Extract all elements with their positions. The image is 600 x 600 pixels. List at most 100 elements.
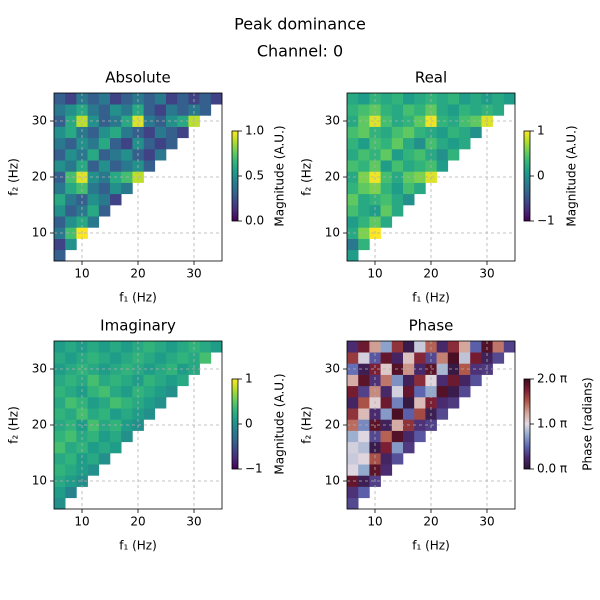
heatmap-cell bbox=[403, 149, 415, 161]
heatmap-cell bbox=[380, 374, 393, 387]
heatmap-cell bbox=[76, 93, 88, 105]
heatmap-cell bbox=[347, 193, 359, 206]
heatmap-cell bbox=[76, 453, 88, 465]
heatmap-cell bbox=[87, 205, 100, 217]
heatmap-cell bbox=[154, 374, 167, 387]
heatmap-cell bbox=[54, 374, 66, 387]
heatmap-cell bbox=[403, 408, 415, 420]
heatmap-cell bbox=[87, 397, 100, 409]
heatmap-cell bbox=[87, 408, 100, 420]
heatmap-cell bbox=[403, 385, 415, 398]
heatmap-cell bbox=[54, 160, 66, 172]
plot-frame bbox=[346, 92, 516, 262]
y-tick-label: 20 bbox=[32, 170, 47, 184]
heatmap-cell bbox=[154, 397, 167, 409]
heatmap-cell bbox=[87, 115, 100, 127]
heatmap-cell bbox=[459, 363, 471, 375]
heatmap-cell bbox=[87, 352, 100, 364]
heatmap-cell bbox=[358, 216, 370, 228]
colorbar-tick-label: 0 bbox=[537, 169, 545, 183]
heatmap-cell bbox=[425, 126, 437, 139]
heatmap-cell bbox=[347, 137, 359, 150]
heatmap-cell bbox=[65, 352, 77, 364]
heatmap-cell bbox=[54, 149, 66, 161]
heatmap-cell bbox=[358, 352, 370, 364]
heatmap-cell bbox=[403, 93, 415, 105]
heatmap-cell bbox=[403, 182, 415, 195]
heatmap-cell bbox=[143, 363, 156, 375]
colorbar-tick-label: 0.0 bbox=[245, 214, 264, 228]
heatmap-cell bbox=[492, 104, 505, 116]
heatmap-cell bbox=[166, 385, 178, 398]
heatmap-cell bbox=[87, 149, 100, 161]
heatmap-cell bbox=[154, 363, 167, 375]
heatmap-cell bbox=[121, 408, 133, 420]
heatmap-cell bbox=[110, 93, 122, 105]
heatmap-cell bbox=[54, 497, 66, 510]
heatmap-cell bbox=[447, 385, 460, 398]
heatmap-cell bbox=[425, 352, 437, 364]
heatmap-cell bbox=[177, 352, 189, 364]
heatmap-cell bbox=[470, 104, 482, 116]
y-axis-label: f₂ (Hz) bbox=[300, 406, 314, 444]
heatmap-cell bbox=[414, 374, 426, 387]
heatmap-cell bbox=[110, 126, 122, 139]
colorbar-label: Phase (radians) bbox=[581, 377, 595, 470]
heatmap-cell bbox=[143, 397, 156, 409]
heatmap-cell bbox=[414, 341, 426, 353]
heatmap-cell bbox=[76, 205, 88, 217]
heatmap-cell bbox=[76, 374, 88, 387]
heatmap-cell bbox=[98, 352, 111, 364]
heatmap-cell bbox=[470, 352, 482, 364]
heatmap-cell bbox=[380, 419, 393, 431]
heatmap-cell bbox=[447, 374, 460, 387]
heatmap-cell bbox=[98, 93, 111, 105]
heatmap-cell bbox=[54, 341, 66, 353]
heatmap-cell bbox=[132, 126, 144, 139]
heatmap-cell bbox=[65, 171, 77, 183]
heatmap-cell bbox=[358, 137, 370, 150]
heatmap-cell bbox=[414, 408, 426, 420]
heatmap-cell bbox=[54, 430, 66, 443]
heatmap-cell bbox=[459, 341, 471, 353]
heatmap-cell bbox=[425, 93, 437, 105]
heatmap-cell bbox=[65, 408, 77, 420]
colorbar-label: Magnitude (A.U.) bbox=[273, 373, 287, 474]
heatmap-cell bbox=[436, 126, 449, 139]
heatmap-cell bbox=[369, 441, 381, 454]
heatmap-cell bbox=[369, 430, 381, 443]
heatmap-cell bbox=[358, 341, 370, 353]
heatmap-cell bbox=[380, 385, 393, 398]
heatmap-cell bbox=[358, 408, 370, 420]
heatmap-cell bbox=[358, 397, 370, 409]
heatmap-cell bbox=[65, 216, 77, 228]
heatmap-cell bbox=[369, 115, 381, 127]
heatmap-cell bbox=[380, 341, 393, 353]
heatmap-cell bbox=[65, 475, 77, 487]
colorbar-tick-label: −1 bbox=[245, 462, 263, 476]
heatmap-cell bbox=[65, 93, 77, 105]
heatmap-cell bbox=[459, 137, 471, 150]
heatmap-cell bbox=[98, 160, 111, 172]
heatmap-cell bbox=[188, 341, 200, 353]
heatmap-cell bbox=[166, 352, 178, 364]
heatmap-cell bbox=[65, 464, 77, 476]
heatmap-cell bbox=[414, 160, 426, 172]
heatmap-cell bbox=[65, 453, 77, 465]
heatmap-cell bbox=[54, 193, 66, 206]
heatmap-cell bbox=[154, 341, 167, 353]
heatmap-cell bbox=[154, 385, 167, 398]
heatmap-cell bbox=[154, 126, 167, 139]
heatmap-cell bbox=[65, 227, 77, 239]
x-axis-label: f₁ (Hz) bbox=[119, 539, 157, 553]
heatmap-cell bbox=[98, 182, 111, 195]
heatmap-cell bbox=[210, 341, 223, 353]
heatmap-cell bbox=[54, 238, 66, 251]
heatmap-cell bbox=[436, 149, 449, 161]
heatmap-cell bbox=[380, 216, 393, 228]
heatmap-cell bbox=[76, 341, 88, 353]
heatmap-cell bbox=[447, 126, 460, 139]
heatmap-cell bbox=[459, 104, 471, 116]
colorbar bbox=[231, 130, 239, 222]
y-tick-label: 10 bbox=[325, 474, 340, 488]
